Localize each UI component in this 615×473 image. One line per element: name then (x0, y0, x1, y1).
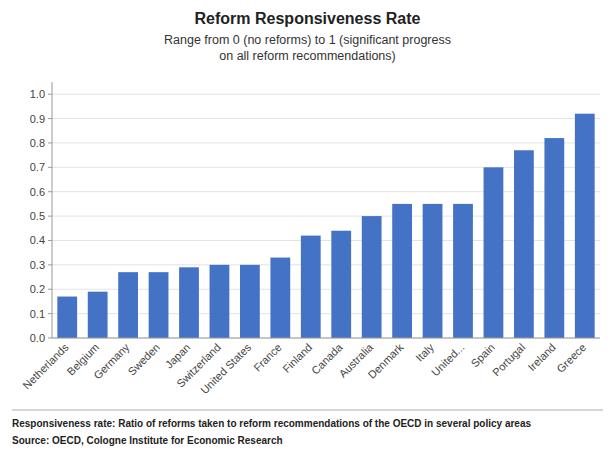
y-tick-label: 0.3 (30, 259, 45, 271)
y-tick (48, 240, 52, 241)
bar (514, 150, 534, 338)
bar (362, 216, 382, 338)
y-tick-label: 0.2 (30, 283, 45, 295)
x-tick-label: Sweden (125, 341, 162, 378)
grid-line (52, 118, 600, 119)
footnote: Source: OECD, Cologne Institute for Econ… (12, 435, 283, 446)
y-tick (48, 142, 52, 143)
y-axis-line (52, 82, 53, 338)
bar (118, 272, 138, 338)
x-tick-label: Denmark (366, 341, 406, 381)
subtitle: Range from 0 (no reforms) to 1 (signific… (164, 33, 451, 47)
y-tick-label: 0.9 (30, 113, 45, 125)
chart: Reform Responsiveness Rate Range from 0 (… (0, 0, 615, 473)
separator (12, 410, 603, 411)
bar (270, 258, 290, 338)
y-tick-label: 1.0 (30, 88, 45, 100)
bar (240, 265, 260, 338)
x-tick-label: Finland (280, 341, 314, 375)
bar (210, 265, 230, 338)
y-tick (48, 191, 52, 192)
bar (392, 204, 412, 338)
y-tick (48, 216, 52, 217)
title: Reform Responsiveness Rate (195, 10, 421, 27)
y-tick-label: 0.4 (30, 234, 45, 246)
bar (179, 267, 199, 338)
y-tick-label: 0.5 (30, 210, 45, 222)
grid-line (52, 338, 600, 339)
x-tick-label: Italy (413, 341, 436, 364)
y-tick-label: 0.8 (30, 137, 45, 149)
bar (453, 204, 473, 338)
grid-line (52, 94, 600, 95)
x-tick-label: Netherlands (20, 341, 71, 392)
x-tick-label: Ireland (526, 341, 558, 373)
bar (423, 204, 443, 338)
y-tick (48, 338, 52, 339)
x-tick-label: Germany (91, 341, 132, 382)
bar (57, 297, 77, 338)
y-tick (48, 289, 52, 290)
x-axis-line (52, 338, 600, 339)
x-tick-label: France (251, 341, 284, 374)
footnote: Responsiveness rate: Ratio of reforms ta… (12, 418, 531, 429)
x-tick-label: Greece (554, 341, 588, 375)
y-axis: 0.0 0.1 0.2 0.3 0.4 0.5 0.6 0.7 0.8 0.9 1.0 (30, 82, 52, 344)
bar (88, 292, 108, 338)
x-tick-label: United States (198, 341, 254, 397)
x-axis: NetherlandsBelgiumGermanySwedenJapanSwit… (20, 340, 588, 396)
x-tick-label: United... (429, 341, 466, 378)
y-tick (48, 118, 52, 119)
y-tick-label: 0.1 (30, 308, 45, 320)
y-tick (48, 313, 52, 314)
y-tick (48, 264, 52, 265)
subtitle: on all reform recommendations) (219, 49, 395, 63)
x-tick-label: Spain (469, 341, 497, 369)
x-tick-label: Portugal (490, 341, 527, 378)
y-tick (48, 167, 52, 168)
y-tick (48, 94, 52, 95)
y-tick-label: 0.6 (30, 186, 45, 198)
y-tick-label: 0.7 (30, 161, 45, 173)
bar (575, 114, 595, 338)
bar (149, 272, 169, 338)
bar (331, 231, 351, 338)
bars (57, 114, 594, 338)
bar (301, 236, 321, 338)
grid-line (52, 142, 600, 143)
bar (544, 138, 564, 338)
y-tick-label: 0.0 (30, 332, 45, 344)
grid (52, 94, 600, 338)
bar (484, 167, 504, 338)
